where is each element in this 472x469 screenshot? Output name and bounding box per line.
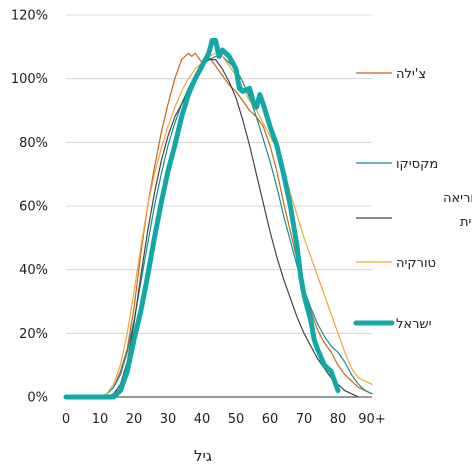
x-tick-label: 20 xyxy=(126,412,143,427)
x-tick-label: 50 xyxy=(228,412,245,427)
x-tick-label: 10 xyxy=(92,412,109,427)
legend-label: הדרומית xyxy=(460,215,472,230)
x-tick-label: 0 xyxy=(62,412,70,427)
series-line-5 xyxy=(63,38,341,400)
series-line-3 xyxy=(65,59,359,398)
x-axis-ticks: 0 10 20 30 40 50 60 70 80 90+ xyxy=(62,412,386,427)
x-tick-label: 70 xyxy=(296,412,313,427)
y-tick-label: 120% xyxy=(11,9,48,24)
x-tick-label: 40 xyxy=(194,412,211,427)
gridlines xyxy=(66,14,372,398)
y-tick-label: 80% xyxy=(19,136,48,151)
y-tick-label: 40% xyxy=(19,263,48,278)
x-tick-label: 90+ xyxy=(358,412,385,427)
x-tick-label: 30 xyxy=(160,412,177,427)
y-tick-label: 100% xyxy=(11,72,48,87)
x-axis-title: גיל xyxy=(194,447,212,465)
y-tick-label: 0% xyxy=(27,391,48,406)
series-line-1 xyxy=(65,52,373,398)
series-line-4 xyxy=(65,52,373,398)
legend-label: צ'ילה xyxy=(396,67,426,82)
legend-label: טורקיה xyxy=(396,256,436,271)
y-tick-label: 20% xyxy=(19,327,48,342)
series-lines xyxy=(63,38,373,400)
y-axis-ticks: 0% 20% 40% 60% 80% 100% 120% xyxy=(11,9,48,406)
legend-label: ישראל xyxy=(396,317,432,332)
x-tick-label: 80 xyxy=(330,412,347,427)
x-tick-label: 60 xyxy=(262,412,279,427)
legend-label: מקסיקו xyxy=(396,157,438,172)
y-tick-label: 60% xyxy=(19,200,48,215)
